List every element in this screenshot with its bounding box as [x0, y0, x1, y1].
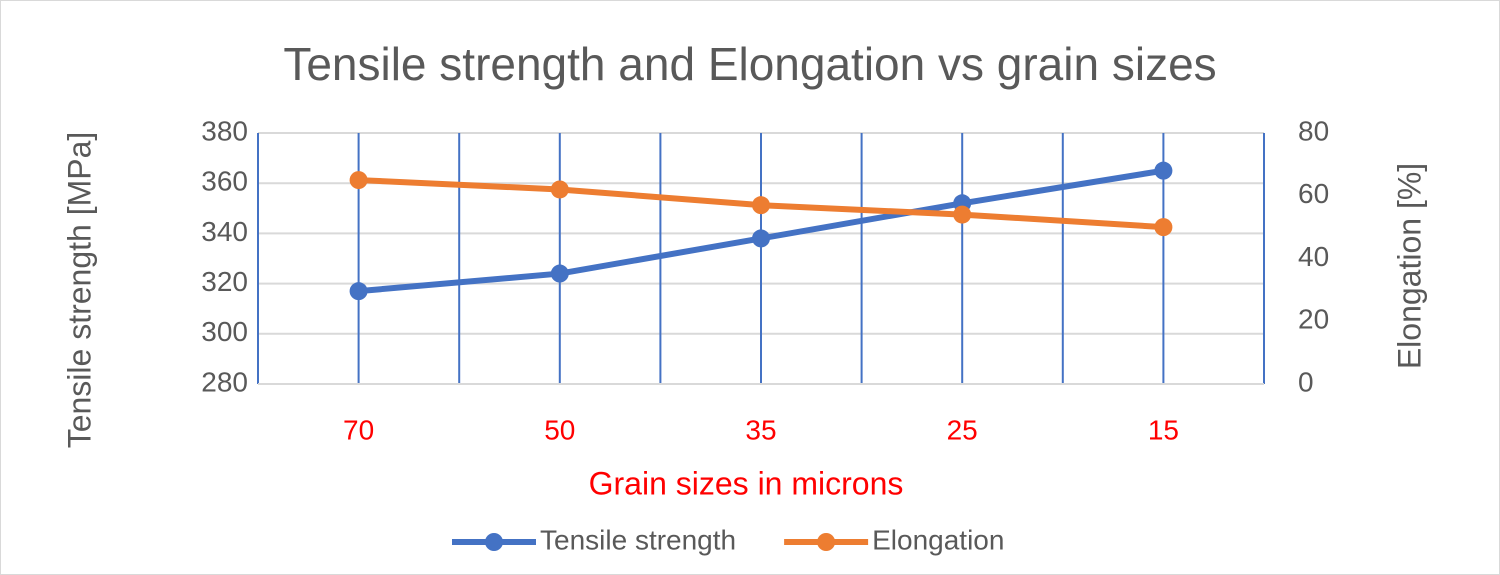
y-axis-title: Tensile strength [MPa]	[61, 132, 97, 449]
legend-marker	[485, 533, 503, 551]
x-tick-label: 25	[947, 414, 978, 445]
x-tick-label: 50	[544, 414, 575, 445]
y2-tick-label: 20	[1298, 304, 1329, 335]
y-tick-label: 320	[201, 266, 248, 297]
y2-tick-label: 80	[1298, 115, 1329, 146]
y-tick-label: 380	[201, 115, 248, 146]
x-tick-label: 35	[745, 414, 776, 445]
y2-axis-title: Elongation [%]	[1391, 163, 1427, 369]
legend-label: Elongation	[872, 524, 1004, 555]
chart-title: Tensile strength and Elongation vs grain…	[283, 38, 1216, 90]
data-point	[550, 180, 569, 199]
x-tick-label: 70	[343, 414, 374, 445]
data-point	[550, 264, 569, 283]
data-point	[1154, 218, 1173, 237]
y-tick-label: 340	[201, 216, 248, 247]
data-point	[349, 282, 368, 301]
y-tick-label: 360	[201, 166, 248, 197]
x-axis-title: Grain sizes in microns	[589, 465, 904, 501]
legend-item: Tensile strength	[452, 524, 736, 555]
y2-tick-label: 60	[1298, 178, 1329, 209]
data-point	[349, 171, 368, 190]
legend-item: Elongation	[784, 524, 1004, 555]
data-point	[1154, 161, 1173, 180]
y-tick-label: 300	[201, 316, 248, 347]
y-tick-label: 280	[201, 366, 248, 397]
data-point	[752, 196, 770, 215]
data-point	[953, 205, 972, 224]
legend-marker	[817, 533, 836, 551]
data-point	[752, 229, 770, 248]
legend-label: Tensile strength	[540, 524, 736, 555]
y2-tick-label: 0	[1298, 366, 1314, 397]
x-tick-label: 15	[1148, 414, 1179, 445]
y2-tick-label: 40	[1298, 241, 1329, 272]
